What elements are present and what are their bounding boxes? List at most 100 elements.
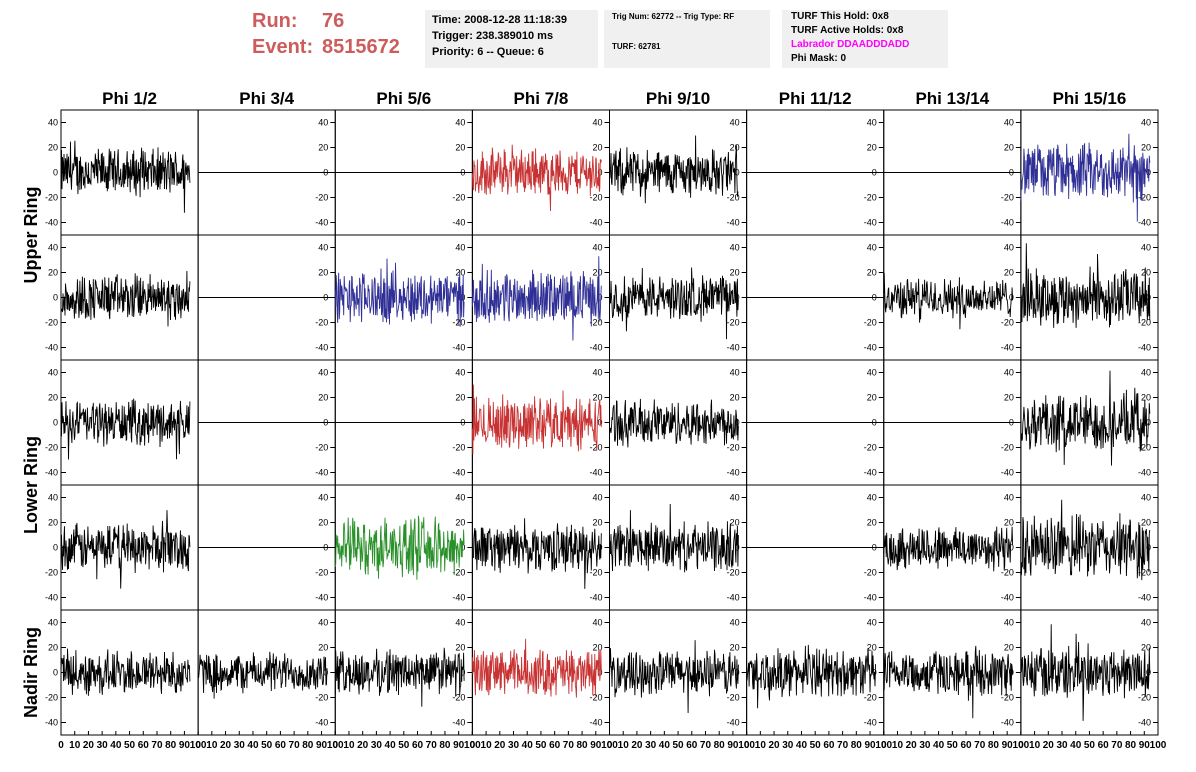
x-tick-label: 10 [69, 740, 81, 751]
x-tick-label: 50 [1084, 740, 1096, 751]
y-tick-label: 20 [48, 643, 58, 653]
waveform-trace [609, 135, 739, 204]
y-tick-label: 20 [1141, 643, 1151, 653]
x-tick-label: 10 [755, 740, 767, 751]
y-tick-label: 40 [455, 493, 465, 503]
column-title: Phi 7/8 [514, 89, 569, 108]
y-tick-label: 20 [1141, 143, 1151, 153]
x-tick-label: 0 [332, 740, 338, 751]
y-tick-label: -20 [1001, 568, 1014, 578]
y-tick-label: -40 [727, 468, 740, 478]
y-tick-label: -40 [1138, 468, 1151, 478]
y-tick-label: 40 [1141, 243, 1151, 253]
x-tick-label: 0 [470, 740, 476, 751]
column-title: Phi 9/10 [646, 89, 710, 108]
waveform-trace [197, 651, 328, 699]
x-tick-label: 70 [426, 740, 438, 751]
x-tick-label: 100 [1013, 740, 1030, 751]
y-tick-label: 40 [318, 118, 328, 128]
x-tick-label: 10 [618, 740, 630, 751]
y-tick-label: 20 [318, 393, 328, 403]
x-tick-label: 70 [563, 740, 575, 751]
y-tick-label: -20 [727, 568, 740, 578]
y-tick-label: 40 [867, 118, 877, 128]
y-tick-label: -20 [452, 693, 465, 703]
y-tick-label: -20 [1001, 443, 1014, 453]
y-tick-label: -20 [452, 318, 465, 328]
y-tick-label: -20 [1138, 568, 1151, 578]
column-title: Phi 11/12 [779, 89, 852, 108]
y-tick-label: 20 [730, 518, 740, 528]
waveform-trace [1020, 133, 1151, 222]
y-tick-label: 40 [592, 618, 602, 628]
x-tick-label: 90 [1002, 740, 1014, 751]
x-tick-label: 90 [1139, 740, 1151, 751]
x-tick-label: 100 [875, 740, 892, 751]
y-tick-label: 40 [867, 368, 877, 378]
y-tick-label: -20 [452, 193, 465, 203]
y-tick-label: -20 [45, 443, 58, 453]
y-tick-label: 40 [455, 118, 465, 128]
y-tick-label: 40 [318, 618, 328, 628]
y-tick-label: 20 [48, 518, 58, 528]
y-tick-label: -20 [315, 443, 328, 453]
y-tick-label: 20 [318, 643, 328, 653]
y-tick-label: 20 [1004, 393, 1014, 403]
y-tick-label: 40 [867, 618, 877, 628]
y-tick-label: -20 [589, 193, 602, 203]
y-tick-label: 40 [592, 118, 602, 128]
y-tick-label: 40 [318, 493, 328, 503]
column-title: Phi 5/6 [376, 89, 431, 108]
waveform-trace [609, 640, 739, 714]
y-tick-label: 20 [867, 643, 877, 653]
labrador-text: Labrador DDAADDDADD [791, 39, 910, 50]
y-tick-label: 40 [1004, 493, 1014, 503]
y-tick-label: -40 [452, 218, 465, 228]
y-tick-label: -20 [315, 193, 328, 203]
y-tick-label: -20 [864, 693, 877, 703]
x-tick-label: 50 [947, 740, 959, 751]
y-tick-label: -40 [589, 218, 602, 228]
y-tick-label: 0 [1009, 543, 1014, 553]
y-tick-label: -20 [864, 318, 877, 328]
y-tick-label: 40 [867, 493, 877, 503]
y-tick-label: 40 [318, 368, 328, 378]
x-tick-label: 20 [631, 740, 643, 751]
turf-text: TURF: 62781 [612, 42, 661, 51]
x-tick-label: 80 [577, 740, 589, 751]
x-tick-label: 20 [906, 740, 918, 751]
y-tick-label: -40 [1001, 718, 1014, 728]
time-text: Time: 2008-12-28 11:18:39 [432, 14, 567, 26]
y-tick-label: 40 [730, 368, 740, 378]
y-tick-label: 40 [592, 493, 602, 503]
waveform-trace [471, 256, 602, 341]
y-tick-label: 20 [592, 518, 602, 528]
run-label: Run: [252, 10, 298, 32]
y-tick-label: 20 [48, 143, 58, 153]
x-tick-label: 90 [727, 740, 739, 751]
x-tick-label: 60 [275, 740, 287, 751]
y-tick-label: -40 [864, 218, 877, 228]
y-tick-label: -40 [45, 593, 58, 603]
y-tick-label: -20 [452, 443, 465, 453]
x-tick-label: 0 [607, 740, 613, 751]
x-tick-label: 100 [464, 740, 481, 751]
y-tick-label: 40 [867, 243, 877, 253]
y-tick-label: 20 [1141, 268, 1151, 278]
y-tick-label: -20 [727, 318, 740, 328]
y-tick-label: 20 [592, 393, 602, 403]
x-tick-label: 30 [371, 740, 383, 751]
x-tick-label: 50 [398, 740, 410, 751]
y-tick-label: -20 [45, 318, 58, 328]
y-tick-label: -20 [864, 443, 877, 453]
x-tick-label: 10 [892, 740, 904, 751]
y-tick-label: -40 [452, 468, 465, 478]
y-tick-label: -40 [452, 718, 465, 728]
time-info-box: Time: 2008-12-28 11:18:39 Trigger: 238.3… [425, 10, 598, 68]
y-tick-label: 20 [455, 143, 465, 153]
turf-this-hold-text: TURF This Hold: 0x8 [791, 11, 889, 22]
y-tick-label: -20 [589, 318, 602, 328]
waveform-trace [746, 644, 876, 709]
x-tick-label: 50 [673, 740, 685, 751]
trigger-text: Trigger: 238.389010 ms [432, 30, 554, 42]
